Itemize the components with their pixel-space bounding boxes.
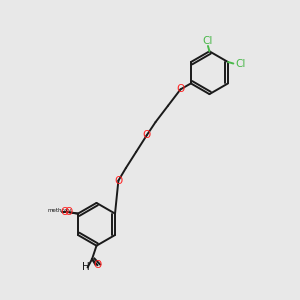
Text: methoxy: methoxy [47,208,72,213]
Text: O: O [114,176,122,186]
Text: O: O [176,84,184,94]
Text: O: O [64,207,73,217]
Text: H: H [82,262,90,272]
Text: Cl: Cl [236,58,246,68]
Text: O: O [61,207,69,218]
Text: O: O [142,130,151,140]
Text: O: O [93,260,101,270]
Text: Cl: Cl [203,36,213,46]
